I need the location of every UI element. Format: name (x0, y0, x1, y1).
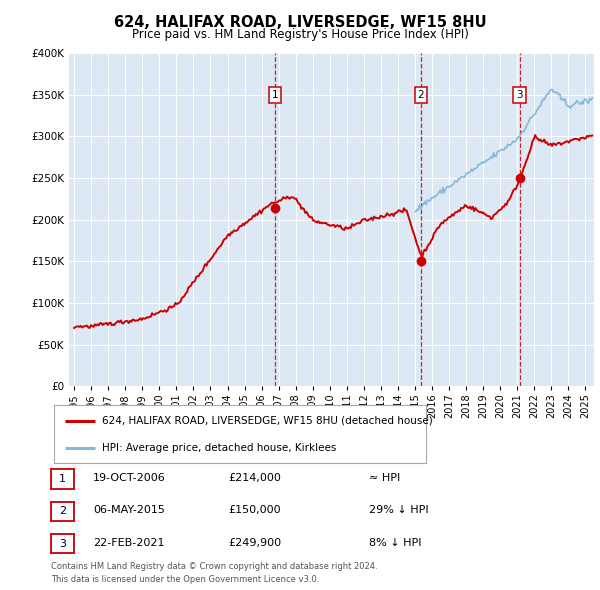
Text: Contains HM Land Registry data © Crown copyright and database right 2024.: Contains HM Land Registry data © Crown c… (51, 562, 377, 571)
Text: 3: 3 (59, 539, 66, 549)
Text: £249,900: £249,900 (228, 538, 281, 548)
Text: 624, HALIFAX ROAD, LIVERSEDGE, WF15 8HU (detached house): 624, HALIFAX ROAD, LIVERSEDGE, WF15 8HU … (103, 416, 433, 426)
Text: This data is licensed under the Open Government Licence v3.0.: This data is licensed under the Open Gov… (51, 575, 319, 584)
Text: 1: 1 (272, 90, 278, 100)
Text: 8% ↓ HPI: 8% ↓ HPI (369, 538, 421, 548)
Text: 19-OCT-2006: 19-OCT-2006 (93, 473, 166, 483)
Text: £214,000: £214,000 (228, 473, 281, 483)
Text: 2: 2 (418, 90, 424, 100)
Text: 1: 1 (59, 474, 66, 484)
Text: HPI: Average price, detached house, Kirklees: HPI: Average price, detached house, Kirk… (103, 442, 337, 453)
Text: 3: 3 (517, 90, 523, 100)
Text: ≈ HPI: ≈ HPI (369, 473, 400, 483)
Text: Price paid vs. HM Land Registry's House Price Index (HPI): Price paid vs. HM Land Registry's House … (131, 28, 469, 41)
Text: £150,000: £150,000 (228, 506, 281, 515)
Text: 624, HALIFAX ROAD, LIVERSEDGE, WF15 8HU: 624, HALIFAX ROAD, LIVERSEDGE, WF15 8HU (113, 15, 487, 30)
Text: 29% ↓ HPI: 29% ↓ HPI (369, 506, 428, 515)
Text: 22-FEB-2021: 22-FEB-2021 (93, 538, 164, 548)
Text: 06-MAY-2015: 06-MAY-2015 (93, 506, 165, 515)
Text: 2: 2 (59, 506, 66, 516)
